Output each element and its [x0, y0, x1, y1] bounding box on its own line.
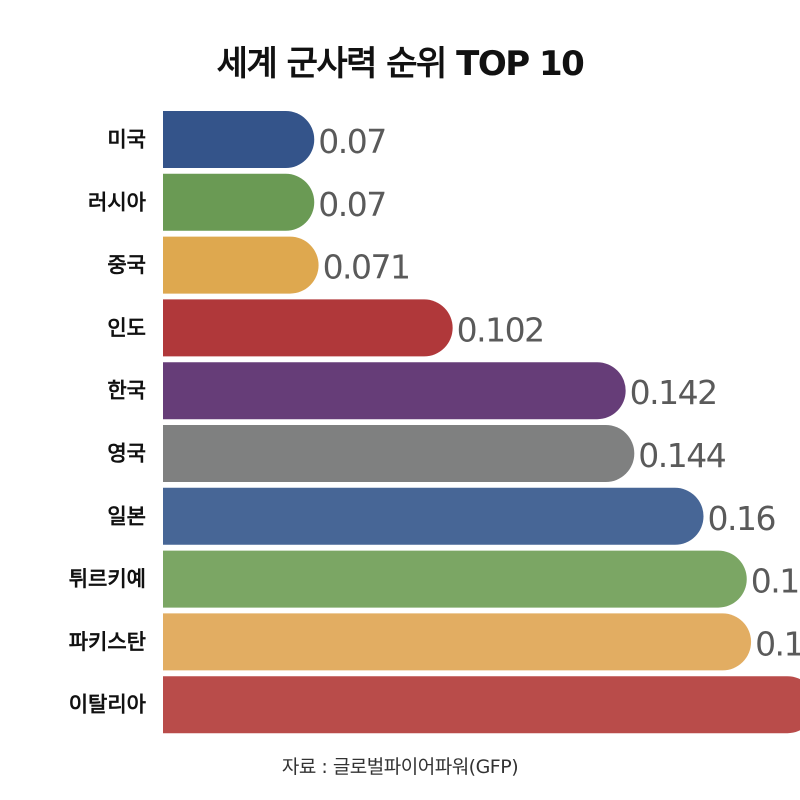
bar-5	[163, 362, 626, 420]
value-label-3: 0.071	[323, 248, 410, 287]
bar-9	[163, 613, 752, 671]
bar-4	[163, 299, 453, 357]
category-label-4: 인도	[107, 316, 146, 340]
bars-group: 미국 0.07 러시아 0.07 중국 0.071 인도 0.102 한국 0.142 영국 0.14…	[69, 111, 800, 734]
category-label-5: 한국	[107, 379, 146, 403]
bar-2	[163, 173, 315, 231]
value-label-5: 0.142	[630, 373, 717, 412]
chart-source: 자료 : 글로벌파이어파워(GFP)	[281, 756, 519, 778]
value-label-7: 0.16	[708, 499, 775, 538]
value-label-1: 0.07	[318, 122, 385, 161]
bar-3	[163, 236, 319, 294]
bar-6	[163, 425, 635, 482]
value-label-4: 0.102	[457, 310, 544, 349]
category-label-7: 일본	[107, 504, 146, 528]
category-label-9: 파키스탄	[69, 630, 146, 654]
value-label-6: 0.144	[638, 436, 725, 475]
category-label-2: 러시아	[88, 190, 147, 214]
category-label-6: 영국	[107, 442, 146, 466]
category-label-1: 미국	[107, 128, 146, 152]
value-label-2: 0.07	[318, 185, 385, 224]
bar-7	[163, 487, 704, 545]
value-label-8: 0.17	[751, 562, 800, 601]
chart-title: 세계 군사력 순위 TOP 10	[216, 44, 585, 84]
category-label-8: 튀르키예	[69, 567, 146, 591]
bar-1	[163, 111, 315, 168]
category-label-10: 이탈리아	[69, 693, 147, 717]
category-label-3: 중국	[107, 253, 146, 277]
bar-10	[163, 676, 800, 734]
bar-8	[163, 550, 747, 608]
value-label-9: 0.171	[755, 624, 800, 663]
